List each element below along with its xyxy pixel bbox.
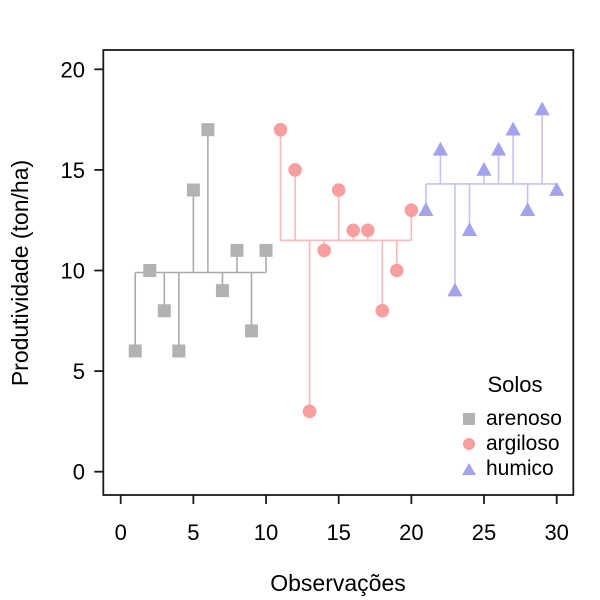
data-point-humico <box>549 182 565 196</box>
x-axis-tick-label: 5 <box>187 520 199 545</box>
y-axis-tick-label: 10 <box>61 259 85 284</box>
data-point-humico <box>447 282 463 297</box>
legend-items: arenoso argiloso humico <box>452 406 578 481</box>
data-point-humico <box>520 202 536 216</box>
data-point-arenoso <box>172 344 186 358</box>
y-axis-tick-label: 0 <box>73 460 85 485</box>
data-point-arenoso <box>201 123 215 137</box>
data-point-arenoso <box>157 304 171 318</box>
square-marker-icon <box>452 412 486 425</box>
data-point-argiloso <box>390 263 404 278</box>
data-point-humico <box>490 141 507 156</box>
data-point-arenoso <box>230 243 244 257</box>
data-point-arenoso <box>244 324 258 338</box>
data-point-arenoso <box>215 284 229 298</box>
legend-label-arenoso: arenoso <box>486 406 562 430</box>
x-axis-title: Observações <box>270 570 406 596</box>
y-axis-tick-label: 20 <box>61 57 85 82</box>
x-axis-tick-label: 15 <box>326 520 350 545</box>
data-point-humico <box>505 121 521 136</box>
triangle-marker-icon <box>452 462 486 475</box>
data-point-arenoso <box>259 243 273 257</box>
legend-item-arenoso: arenoso <box>452 406 578 431</box>
y-axis-title: Produtividade (ton/ha) <box>7 159 33 387</box>
x-axis-tick-label: 25 <box>472 520 496 545</box>
y-axis-tick-label: 5 <box>73 359 85 384</box>
y-axis-tick-label: 15 <box>61 158 85 183</box>
data-point-argiloso <box>375 303 390 318</box>
x-axis-tick-label: 30 <box>544 520 568 545</box>
legend-label-humico: humico <box>486 456 554 480</box>
data-point-argiloso <box>331 183 346 197</box>
data-point-argiloso <box>404 203 419 217</box>
data-point-arenoso <box>143 264 157 277</box>
legend-label-argiloso: argiloso <box>486 431 560 455</box>
data-point-arenoso <box>186 183 200 197</box>
data-point-humico <box>534 101 550 116</box>
legend-item-argiloso: argiloso <box>452 431 578 456</box>
data-point-argiloso <box>346 223 361 238</box>
data-point-humico <box>476 161 492 176</box>
data-point-argiloso <box>360 223 375 238</box>
data-point-arenoso <box>128 344 142 358</box>
x-axis-tick-label: 0 <box>115 520 127 545</box>
data-point-humico <box>432 141 449 156</box>
data-point-argiloso <box>288 163 302 177</box>
legend: Solos arenoso argiloso humico <box>452 372 578 481</box>
circle-marker-icon <box>452 437 486 450</box>
x-axis-tick-label: 10 <box>254 520 278 545</box>
data-point-humico <box>418 202 434 216</box>
data-point-humico <box>461 222 478 237</box>
data-point-argiloso <box>273 122 288 137</box>
legend-title: Solos <box>487 372 543 397</box>
data-point-argiloso <box>317 243 331 258</box>
x-axis-tick-label: 20 <box>399 520 423 545</box>
data-point-argiloso <box>302 404 317 419</box>
legend-item-humico: humico <box>452 456 578 481</box>
